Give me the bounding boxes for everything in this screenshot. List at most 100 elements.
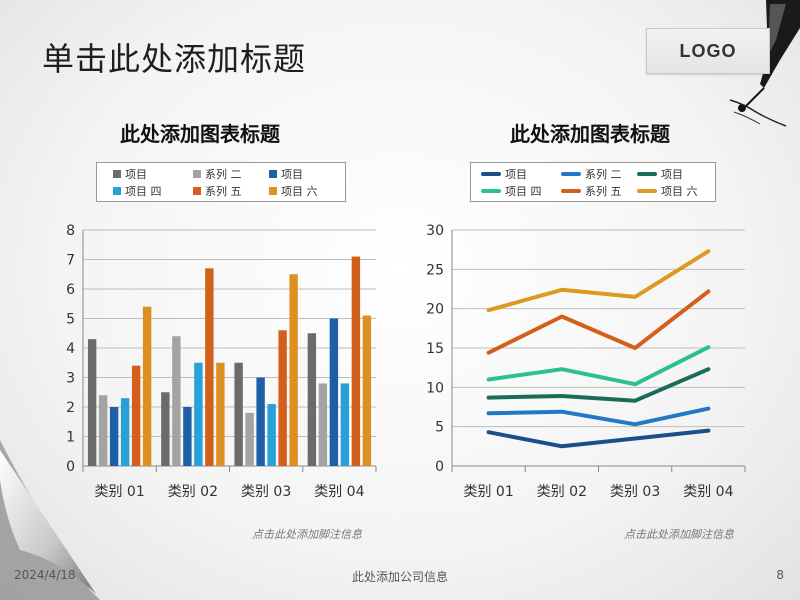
y-tick-label: 15 — [426, 341, 444, 357]
bar — [216, 362, 225, 466]
bar — [109, 407, 119, 466]
series-line — [486, 345, 711, 387]
series-line — [486, 428, 711, 449]
x-tick-label: 类别 03 — [241, 484, 291, 500]
legend-swatch — [193, 187, 201, 195]
line-chart-legend: 项目 系列 二 项目项目 四 系列 五 项目 六 — [470, 162, 716, 202]
footer-page-number: 8 — [776, 568, 784, 582]
legend-label: 项目 — [125, 168, 147, 181]
bar — [267, 404, 276, 466]
x-tick-label: 类别 02 — [537, 484, 587, 500]
y-tick-label: 5 — [66, 312, 75, 328]
y-tick-label: 3 — [66, 371, 75, 387]
legend-label: 项目 — [505, 168, 527, 181]
legend-swatch — [269, 170, 277, 178]
y-tick-label: 4 — [66, 341, 75, 357]
x-tick-label: 类别 03 — [610, 484, 660, 500]
bar — [351, 256, 361, 466]
legend-label: 项目 六 — [661, 185, 698, 198]
legend-item: 项目 — [113, 166, 147, 182]
legend-label: 项目 — [661, 168, 683, 181]
bar — [172, 336, 181, 466]
legend-swatch — [561, 189, 581, 193]
legend-swatch — [637, 189, 657, 193]
footer-company-info: 此处添加公司信息 — [351, 570, 448, 584]
legend-label: 系列 五 — [585, 185, 622, 198]
y-tick-label: 25 — [426, 262, 444, 278]
series-line — [486, 367, 711, 403]
pen-nib-icon — [729, 0, 800, 127]
y-tick-label: 1 — [66, 430, 75, 446]
x-tick-label: 类别 01 — [94, 484, 144, 500]
legend-swatch — [481, 189, 501, 193]
legend-item: 项目 六 — [269, 183, 318, 199]
legend-item: 项目 四 — [481, 183, 542, 199]
x-tick-label: 类别 02 — [168, 484, 218, 500]
line-chart-title: 此处添加图表标题 — [510, 122, 670, 146]
legend-label: 项目 — [281, 168, 303, 181]
y-tick-label: 0 — [66, 459, 75, 475]
legend-label: 项目 六 — [281, 185, 318, 198]
bar — [318, 383, 328, 466]
legend-item: 系列 二 — [561, 166, 622, 182]
bar — [307, 333, 317, 466]
y-tick-label: 7 — [66, 253, 75, 269]
bar — [289, 274, 298, 466]
bar-chart-footnote: 点击此处添加脚注信息 — [252, 528, 362, 541]
bar — [329, 318, 339, 466]
slide-title: 单击此处添加标题 — [42, 40, 307, 78]
x-tick-label: 类别 04 — [314, 484, 364, 500]
legend-label: 系列 五 — [205, 185, 242, 198]
legend-label: 项目 四 — [125, 185, 162, 198]
bar — [142, 306, 152, 466]
series-line — [486, 249, 711, 313]
legend-item: 系列 五 — [193, 183, 242, 199]
page-curl-icon — [0, 440, 100, 600]
legend-label: 系列 二 — [585, 168, 622, 181]
bar — [120, 398, 130, 466]
legend-item: 项目 — [269, 166, 303, 182]
bar — [87, 339, 97, 466]
bar — [131, 365, 141, 466]
y-tick-label: 30 — [426, 223, 444, 239]
x-tick-label: 类别 01 — [463, 484, 513, 500]
bar — [278, 330, 287, 466]
y-tick-label: 2 — [66, 400, 75, 416]
series-line — [486, 406, 711, 427]
bar — [256, 377, 265, 466]
y-tick-label: 20 — [426, 302, 444, 318]
y-tick-label: 10 — [426, 380, 444, 396]
legend-label: 项目 四 — [505, 185, 542, 198]
legend-item: 系列 五 — [561, 183, 622, 199]
legend-swatch — [481, 172, 501, 176]
legend-item: 项目 — [637, 166, 683, 182]
bar-chart-legend: 项目 系列 二 项目 项目 四 系列 五 项目 六 — [96, 162, 346, 202]
y-tick-label: 8 — [66, 223, 75, 239]
legend-swatch — [561, 172, 581, 176]
legend-item: 项目 — [481, 166, 527, 182]
y-tick-label: 6 — [66, 282, 75, 298]
bar-chart-title: 此处添加图表标题 — [120, 122, 280, 146]
x-tick-label: 类别 04 — [683, 484, 733, 500]
bar — [340, 383, 350, 466]
legend-swatch — [113, 170, 121, 178]
bar — [234, 362, 243, 466]
bar — [183, 407, 192, 466]
footer-date: 2024/4/18 — [14, 568, 76, 582]
bar — [205, 268, 214, 466]
legend-swatch — [637, 172, 657, 176]
bar — [362, 315, 372, 466]
bar — [161, 392, 170, 466]
y-tick-label: 0 — [435, 459, 444, 475]
bar — [245, 412, 254, 466]
legend-swatch — [193, 170, 201, 178]
line-chart-footnote: 点击此处添加脚注信息 — [624, 528, 734, 541]
bar — [98, 395, 108, 466]
legend-swatch — [269, 187, 277, 195]
logo-placeholder[interactable]: LOGO — [646, 28, 770, 74]
y-tick-label: 5 — [435, 420, 444, 436]
series-line — [486, 289, 711, 355]
legend-swatch — [113, 187, 121, 195]
